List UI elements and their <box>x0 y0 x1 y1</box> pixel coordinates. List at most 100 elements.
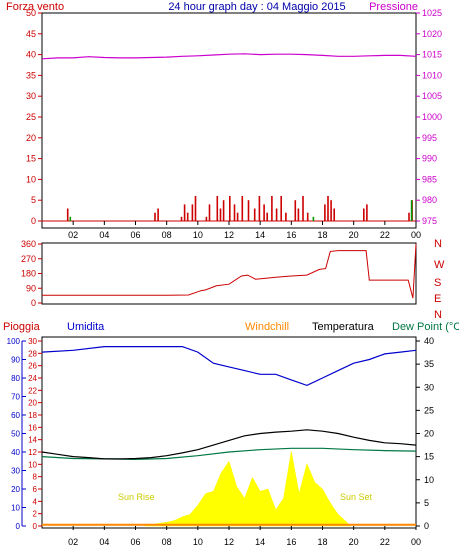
humidity-tick-label: 100 <box>7 337 21 346</box>
rain-tick-label: 14 <box>28 436 37 445</box>
time-tick-label: 04 <box>99 230 109 240</box>
humidity-tick-label: 40 <box>11 448 20 457</box>
direction-tick-label: 180 <box>21 269 36 279</box>
sunset-label: Sun Set <box>340 492 373 502</box>
wind-bar <box>186 212 189 221</box>
wind-bar <box>333 208 335 221</box>
rain-tick-label: 26 <box>28 362 37 371</box>
compass-label: N <box>434 309 442 321</box>
wind-bar <box>157 208 159 221</box>
temperature-legend: Temperatura <box>312 321 375 333</box>
rain-tick-label: 2 <box>33 510 38 519</box>
dewpoint-legend: Dew Point (°C <box>392 321 459 333</box>
wind-bar <box>294 200 297 221</box>
wind-bar <box>366 204 368 221</box>
wind-tick-label: 20 <box>26 133 36 143</box>
time-tick-label: 00 <box>411 230 421 240</box>
wind-bar <box>271 196 273 221</box>
wind-bar <box>180 216 183 221</box>
compass-label: E <box>434 293 441 305</box>
temperature-tick-label: 10 <box>424 475 434 485</box>
time-tick-label: 18 <box>317 537 327 547</box>
time-tick-label: 12 <box>224 537 234 547</box>
wind-bar <box>194 196 197 221</box>
time-tick-label: 18 <box>317 230 327 240</box>
windchill-legend: Windchill <box>245 321 289 333</box>
time-tick-label: 06 <box>130 230 140 240</box>
pressure-axis-title: Pressione <box>369 1 418 13</box>
time-tick-label: 20 <box>349 230 359 240</box>
wind-bar <box>285 212 287 221</box>
humidity-tick-label: 0 <box>16 522 21 531</box>
wind-bar <box>280 196 282 221</box>
wind-bar <box>229 196 231 221</box>
wind-bar <box>302 196 304 221</box>
humidity-tick-label: 10 <box>11 504 20 513</box>
rain-tick-label: 0 <box>33 522 38 531</box>
rain-tick-label: 18 <box>28 411 37 420</box>
wind-bar <box>216 196 219 221</box>
humidity-tick-label: 90 <box>11 356 20 365</box>
wind-bar <box>219 208 222 221</box>
wind-bar <box>408 212 410 221</box>
gust-bar <box>410 200 413 221</box>
wind-tick-label: 0 <box>31 216 36 226</box>
wind-tick-label: 45 <box>26 29 36 39</box>
wind-tick-label: 30 <box>26 91 36 101</box>
wind-bar <box>241 196 244 221</box>
wind-pressure-plot-frame <box>41 12 417 229</box>
wind-bar <box>306 212 309 221</box>
wind-bar <box>154 212 156 221</box>
wind-bar <box>205 216 208 221</box>
wind-direction-line <box>42 243 417 299</box>
rain-tick-label: 28 <box>28 349 37 358</box>
compass-label: S <box>434 277 441 289</box>
pressure-tick-label: 1010 <box>422 70 442 80</box>
time-tick-label: 20 <box>349 537 359 547</box>
wind-tick-label: 50 <box>26 8 36 18</box>
wind-axis-title: Forza vento <box>6 1 64 13</box>
wind-tick-label: 10 <box>26 174 36 184</box>
time-tick-label: 12 <box>224 230 234 240</box>
pressure-tick-label: 1005 <box>422 91 442 101</box>
pressure-tick-label: 1020 <box>422 29 442 39</box>
wind-bar <box>233 204 236 221</box>
temperature-line <box>41 429 417 460</box>
rain-tick-label: 10 <box>28 460 37 469</box>
rain-tick-label: 6 <box>33 485 38 494</box>
temperature-tick-label: 35 <box>424 359 434 369</box>
time-tick-label: 08 <box>162 230 172 240</box>
time-tick-label: 22 <box>380 230 390 240</box>
time-tick-label: 14 <box>255 230 265 240</box>
wind-bar <box>275 208 278 221</box>
sunrise-label: Sun Rise <box>118 492 155 502</box>
time-tick-label: 10 <box>193 230 203 240</box>
wind-tick-label: 35 <box>26 70 36 80</box>
pressure-tick-label: 1000 <box>422 112 442 122</box>
humidity-tick-label: 50 <box>11 430 20 439</box>
gust-bar <box>312 216 315 221</box>
time-tick-label: 08 <box>162 537 172 547</box>
time-tick-label: 02 <box>68 537 78 547</box>
wind-bar <box>236 212 239 221</box>
rain-tick-label: 8 <box>33 473 38 482</box>
pressure-tick-label: 995 <box>422 133 437 143</box>
dewpoint-line <box>41 447 417 461</box>
wind-tick-label: 25 <box>26 112 36 122</box>
wind-bar <box>208 204 211 221</box>
wind-bar <box>266 212 268 221</box>
pressure-line <box>41 53 417 60</box>
wind-bar <box>363 208 365 221</box>
pressure-tick-label: 980 <box>422 195 437 205</box>
humidity-tick-label: 30 <box>11 467 20 476</box>
rain-tick-label: 30 <box>28 337 37 346</box>
wind-bar <box>222 200 225 221</box>
compass-label: W <box>434 259 445 271</box>
direction-tick-label: 0 <box>31 298 36 308</box>
wind-bar <box>247 200 250 221</box>
pressure-tick-label: 985 <box>422 174 437 184</box>
humidity-tick-label: 80 <box>11 374 20 383</box>
temperature-tick-label: 5 <box>424 498 429 508</box>
temperature-tick-label: 15 <box>424 452 434 462</box>
